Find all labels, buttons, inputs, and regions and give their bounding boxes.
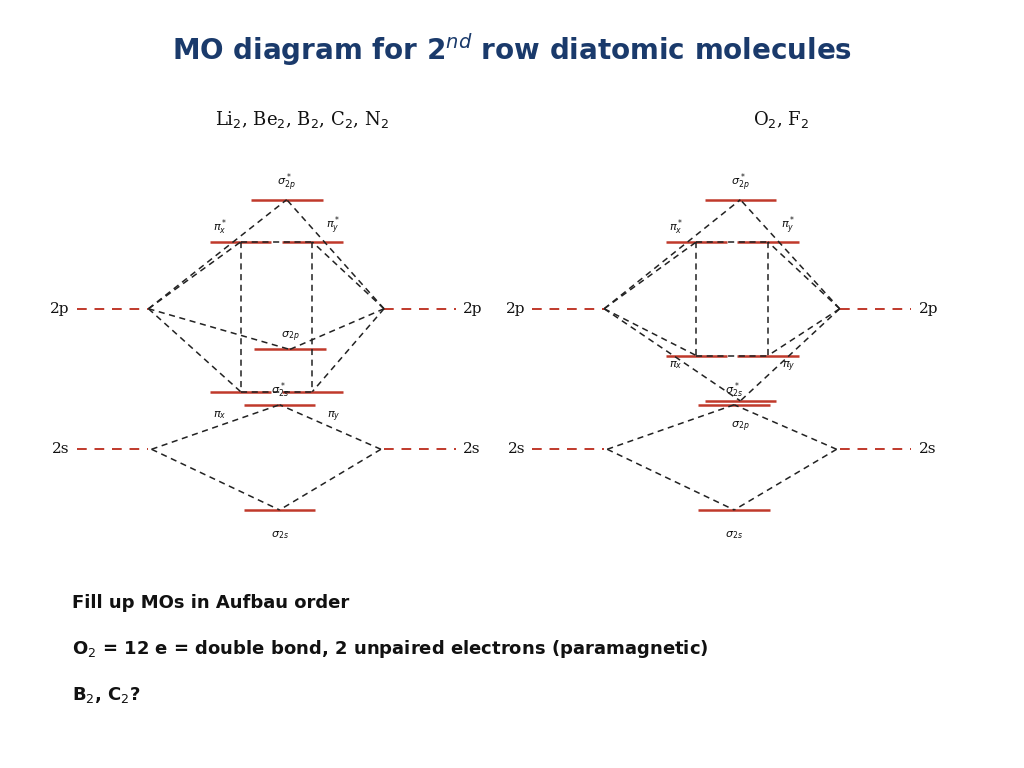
Text: 2p: 2p (50, 302, 70, 316)
Text: $\sigma_{2s}$: $\sigma_{2s}$ (270, 529, 289, 541)
Text: $\sigma_{2s}$: $\sigma_{2s}$ (725, 529, 743, 541)
Text: 2s: 2s (463, 442, 480, 456)
Text: $\sigma_{2p}^*$: $\sigma_{2p}^*$ (278, 172, 296, 194)
Text: 2s: 2s (52, 442, 70, 456)
Text: $\pi_y$: $\pi_y$ (782, 359, 796, 374)
Text: O$_2$, F$_2$: O$_2$, F$_2$ (753, 108, 809, 130)
Text: $\sigma_{2s}^*$: $\sigma_{2s}^*$ (725, 380, 743, 400)
Text: $\sigma_{2p}$: $\sigma_{2p}$ (731, 420, 750, 435)
Text: $\pi_y^*$: $\pi_y^*$ (781, 215, 796, 237)
Text: $\pi_x^*$: $\pi_x^*$ (213, 217, 227, 237)
Text: $\sigma_{2p}$: $\sigma_{2p}$ (281, 329, 299, 344)
Text: 2s: 2s (508, 442, 525, 456)
Text: 2s: 2s (919, 442, 936, 456)
Text: $\pi_y^*$: $\pi_y^*$ (326, 215, 340, 237)
Text: $\pi_x$: $\pi_x$ (213, 409, 226, 421)
Text: $\pi_x$: $\pi_x$ (669, 359, 682, 371)
Text: 2p: 2p (919, 302, 938, 316)
Text: $\sigma_{2s}^*$: $\sigma_{2s}^*$ (270, 380, 289, 400)
Text: 2p: 2p (463, 302, 482, 316)
Text: Li$_2$, Be$_2$, B$_2$, C$_2$, N$_2$: Li$_2$, Be$_2$, B$_2$, C$_2$, N$_2$ (215, 108, 389, 130)
Text: 2p: 2p (506, 302, 525, 316)
Text: $\pi_x^*$: $\pi_x^*$ (669, 217, 683, 237)
Text: B$_2$, C$_2$?: B$_2$, C$_2$? (72, 685, 140, 705)
Text: $\pi_y$: $\pi_y$ (327, 409, 340, 424)
Text: MO diagram for 2$^{nd}$ row diatomic molecules: MO diagram for 2$^{nd}$ row diatomic mol… (172, 31, 852, 68)
Text: $\sigma_{2p}^*$: $\sigma_{2p}^*$ (731, 172, 750, 194)
Text: O$_2$ = 12 e = double bond, 2 unpaired electrons (paramagnetic): O$_2$ = 12 e = double bond, 2 unpaired e… (72, 638, 709, 660)
Text: Fill up MOs in Aufbau order: Fill up MOs in Aufbau order (72, 594, 349, 612)
